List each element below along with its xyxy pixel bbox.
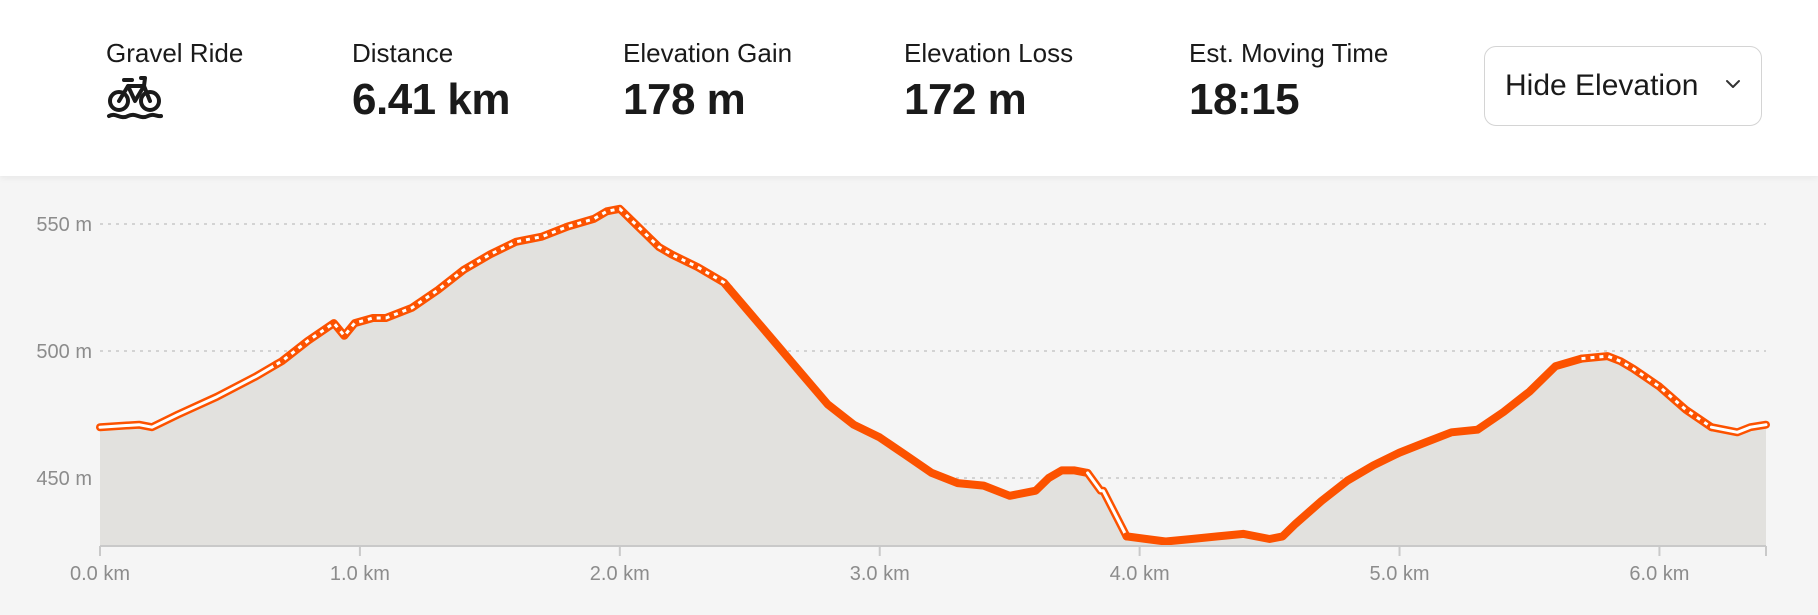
elevation-area <box>100 208 1766 547</box>
x-tick-label-3: 3.0 km <box>850 563 910 585</box>
stat-elevation-gain-label: Elevation Gain <box>623 38 793 68</box>
elevation-chart-svg: 0.0 km 1.0 km 2.0 km 3.0 km 4.0 km 5.0 km 6.0 … <box>36 204 1770 585</box>
x-tick-label-4: 4.0 km <box>1110 563 1170 585</box>
stat-elevation-loss: Elevation Loss 172 m <box>904 38 1073 126</box>
activity-type: Gravel Ride <box>106 38 243 120</box>
elevation-chart[interactable]: 0.0 km 1.0 km 2.0 km 3.0 km 4.0 km 5.0 km 6.0 … <box>0 176 1818 610</box>
route-segment-5-dashes <box>1581 354 1713 429</box>
y-axis-ticks: 550 m 500 m 450 m <box>36 214 92 490</box>
stat-moving-time-label: Est. Moving Time <box>1189 38 1389 68</box>
route-segment-3-inner <box>1086 471 1129 538</box>
y-tick-label-0: 550 m <box>36 214 92 236</box>
gravel-bike-icon <box>107 76 163 120</box>
stat-elevation-gain-value: 178 m <box>623 75 746 124</box>
x-tick-label-1: 1.0 km <box>330 563 390 585</box>
x-tick-label-0: 0.0 km <box>70 563 130 585</box>
stat-moving-time: Est. Moving Time 18:15 <box>1189 38 1388 126</box>
x-axis-ticks: 0.0 km 1.0 km 2.0 km 3.0 km 4.0 km 5.0 km 6.0 … <box>70 546 1767 585</box>
stat-distance-value: 6.41 km <box>352 75 510 124</box>
stat-elevation-loss-label: Elevation Loss <box>904 38 1074 68</box>
y-tick-label-2: 450 m <box>36 468 92 490</box>
route-segment-6-inner <box>1709 423 1768 434</box>
stat-elevation-loss-value: 172 m <box>904 75 1027 124</box>
stats-header: Gravel Ride Distance 6.41 km Elevation G… <box>0 0 1818 176</box>
y-tick-label-1: 500 m <box>36 341 92 363</box>
hide-elevation-label: Hide Elevation <box>1505 69 1699 102</box>
hide-elevation-button[interactable]: Hide Elevation <box>1484 46 1762 126</box>
route-segment-2 <box>725 284 1092 500</box>
stat-distance-label: Distance <box>352 38 454 68</box>
route-line <box>96 204 1770 546</box>
stat-moving-time-value: 18:15 <box>1189 75 1300 124</box>
stat-elevation-gain: Elevation Gain 178 m <box>623 38 792 126</box>
activity-type-label: Gravel Ride <box>106 38 244 68</box>
route-segment-1-dashes <box>275 207 731 366</box>
route-segment-0-inner <box>98 362 279 429</box>
stat-distance: Distance 6.41 km <box>352 38 510 126</box>
x-tick-label-6: 6.0 km <box>1629 563 1689 585</box>
chevron-down-icon <box>1726 80 1740 88</box>
x-tick-label-2: 2.0 km <box>590 563 650 585</box>
x-tick-label-5: 5.0 km <box>1370 563 1430 585</box>
route-segment-4 <box>1122 354 1586 546</box>
